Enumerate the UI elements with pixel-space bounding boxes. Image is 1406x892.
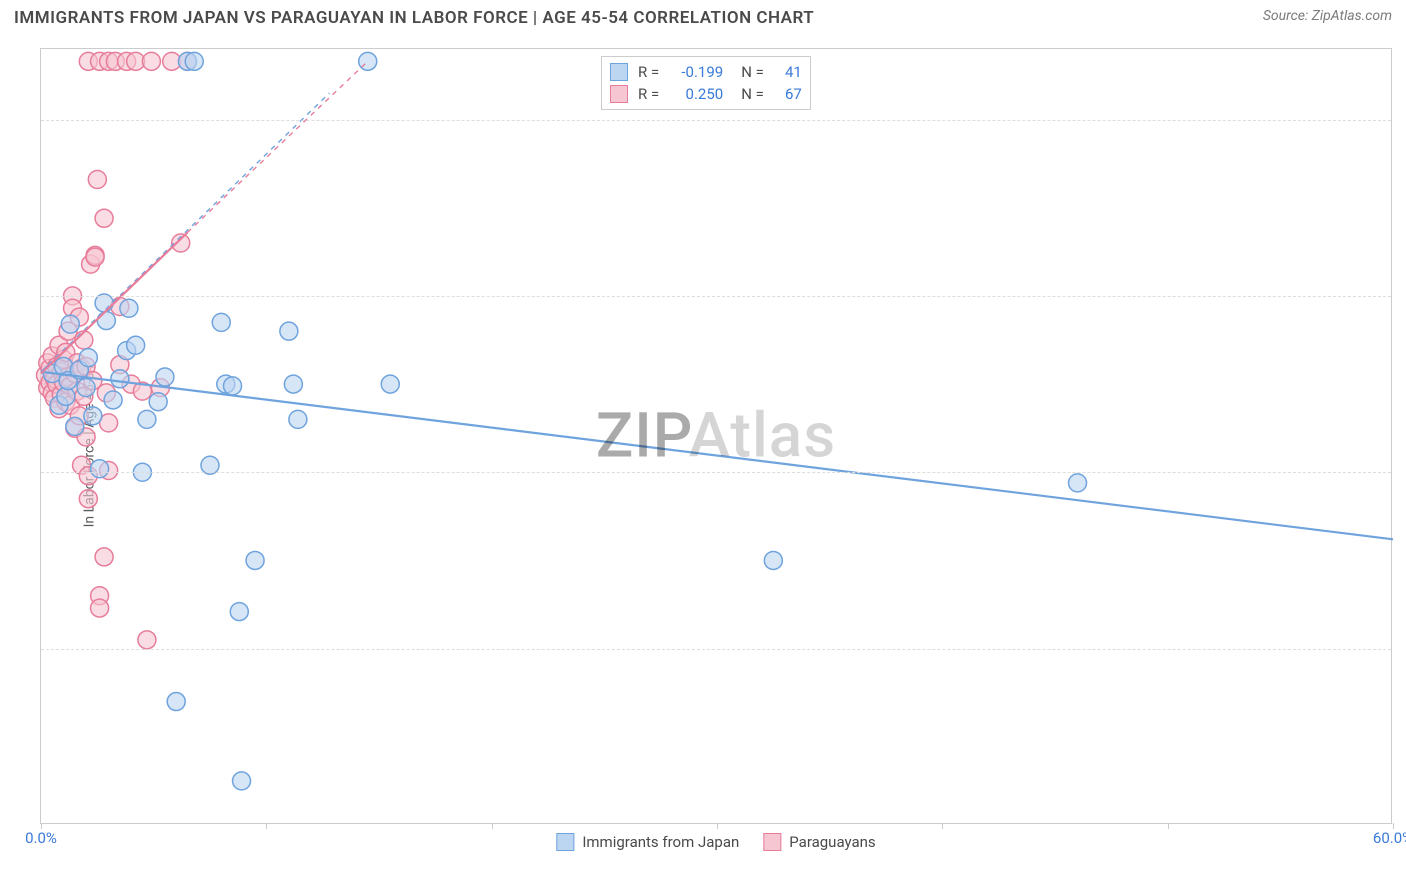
legend-swatch — [610, 63, 628, 81]
data-point — [111, 370, 129, 388]
series-legend: Immigrants from Japan Paraguayans — [556, 833, 875, 851]
legend-item: Immigrants from Japan — [556, 833, 739, 851]
n-value: 41 — [774, 63, 802, 81]
n-value: 67 — [774, 85, 802, 103]
data-point — [138, 631, 156, 649]
legend-label: Immigrants from Japan — [582, 833, 739, 851]
gridline — [41, 296, 1391, 297]
x-tick-mark — [266, 823, 267, 829]
source-credit: Source: ZipAtlas.com — [1263, 8, 1392, 24]
r-value: 0.250 — [669, 85, 723, 103]
r-label: R = — [638, 63, 659, 81]
y-tick-label: 70.0% — [1395, 640, 1406, 658]
data-point — [1069, 474, 1087, 492]
data-point — [149, 393, 167, 411]
y-tick-label: 100.0% — [1395, 111, 1406, 129]
data-point — [84, 407, 102, 425]
data-point — [127, 336, 145, 354]
x-tick-label: 60.0% — [1373, 829, 1406, 847]
legend-swatch — [610, 85, 628, 103]
page-title: IMMIGRANTS FROM JAPAN VS PARAGUAYAN IN L… — [14, 8, 814, 28]
legend-swatch — [556, 833, 574, 851]
scatter-plot — [41, 49, 1391, 823]
data-point — [381, 375, 399, 393]
gridline — [41, 120, 1391, 121]
legend-swatch — [763, 833, 781, 851]
data-point — [233, 772, 251, 790]
r-value: -0.199 — [669, 63, 723, 81]
data-point — [91, 460, 109, 478]
data-point — [764, 551, 782, 569]
r-label: R = — [638, 85, 659, 103]
data-point — [156, 368, 174, 386]
gridline — [41, 472, 1391, 473]
gridline — [41, 649, 1391, 650]
data-point — [142, 52, 160, 70]
data-point — [280, 322, 298, 340]
data-point — [212, 313, 230, 331]
stats-legend: R = -0.199 N = 41 R = 0.250 N = 67 — [601, 56, 811, 110]
data-point — [77, 379, 95, 397]
stats-row: R = 0.250 N = 67 — [610, 83, 802, 105]
legend-item: Paraguayans — [763, 833, 875, 851]
y-tick-label: 90.0% — [1395, 287, 1406, 305]
x-tick-mark — [1168, 823, 1169, 829]
legend-label: Paraguayans — [789, 833, 875, 851]
data-point — [138, 410, 156, 428]
data-point — [95, 209, 113, 227]
data-point — [91, 599, 109, 617]
y-tick-label: 80.0% — [1395, 463, 1406, 481]
n-label: N = — [741, 63, 764, 81]
x-tick-mark — [492, 823, 493, 829]
data-point — [230, 603, 248, 621]
x-tick-mark — [717, 823, 718, 829]
data-point — [61, 315, 79, 333]
data-point — [120, 299, 138, 317]
data-point — [86, 248, 104, 266]
chart-area: ZIPAtlas R =-0.199N =41R =0.250N =67 Imm… — [40, 48, 1392, 824]
data-point — [104, 391, 122, 409]
data-point — [79, 490, 97, 508]
data-point — [289, 410, 307, 428]
data-point — [167, 693, 185, 711]
data-point — [284, 375, 302, 393]
data-point — [95, 548, 113, 566]
trend-line — [41, 232, 187, 373]
trend-line-dashed — [187, 61, 367, 232]
trend-line — [41, 372, 1393, 540]
data-point — [185, 52, 203, 70]
stats-row: R = -0.199 N = 41 — [610, 61, 802, 83]
data-point — [88, 171, 106, 189]
data-point — [246, 551, 264, 569]
x-tick-label: 0.0% — [25, 829, 57, 847]
data-point — [224, 377, 242, 395]
data-point — [79, 349, 97, 367]
n-label: N = — [741, 85, 764, 103]
x-tick-mark — [942, 823, 943, 829]
data-point — [66, 417, 84, 435]
data-point — [57, 387, 75, 405]
